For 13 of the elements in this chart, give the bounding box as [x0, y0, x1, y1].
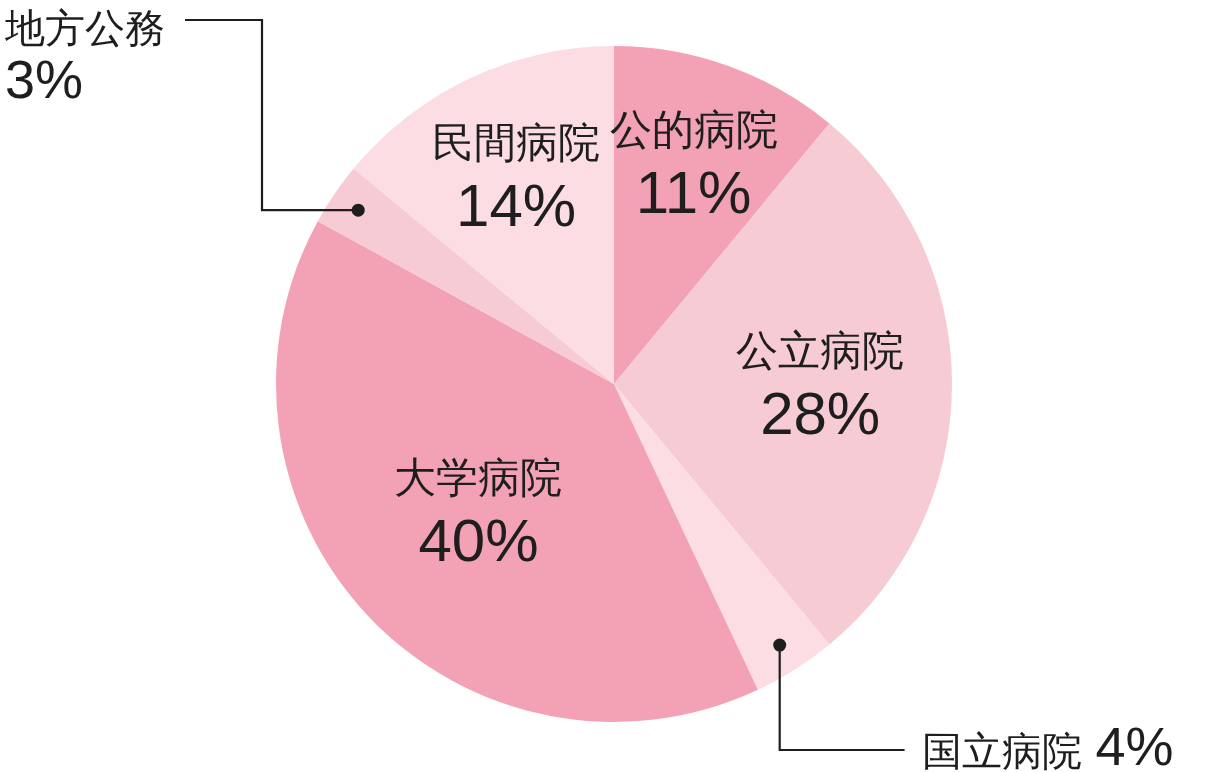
slice-label: 地方公務 [4, 6, 165, 50]
pie-slice [317, 168, 614, 384]
slice-label: 大学病院 [394, 454, 563, 502]
data-label: 40% [418, 507, 539, 575]
data-label: 14% [456, 172, 577, 240]
data-label: 4% [1095, 716, 1174, 772]
data-label: 3% [5, 49, 84, 109]
slice-label: 公立病院 [736, 327, 905, 374]
data-label: 11% [635, 158, 752, 226]
data-label: 28% [760, 380, 881, 447]
slice-label: 国立病院 [921, 729, 1082, 772]
slice-label: 公的病院 [609, 105, 778, 153]
slice-label: 民間病院 [432, 119, 601, 167]
